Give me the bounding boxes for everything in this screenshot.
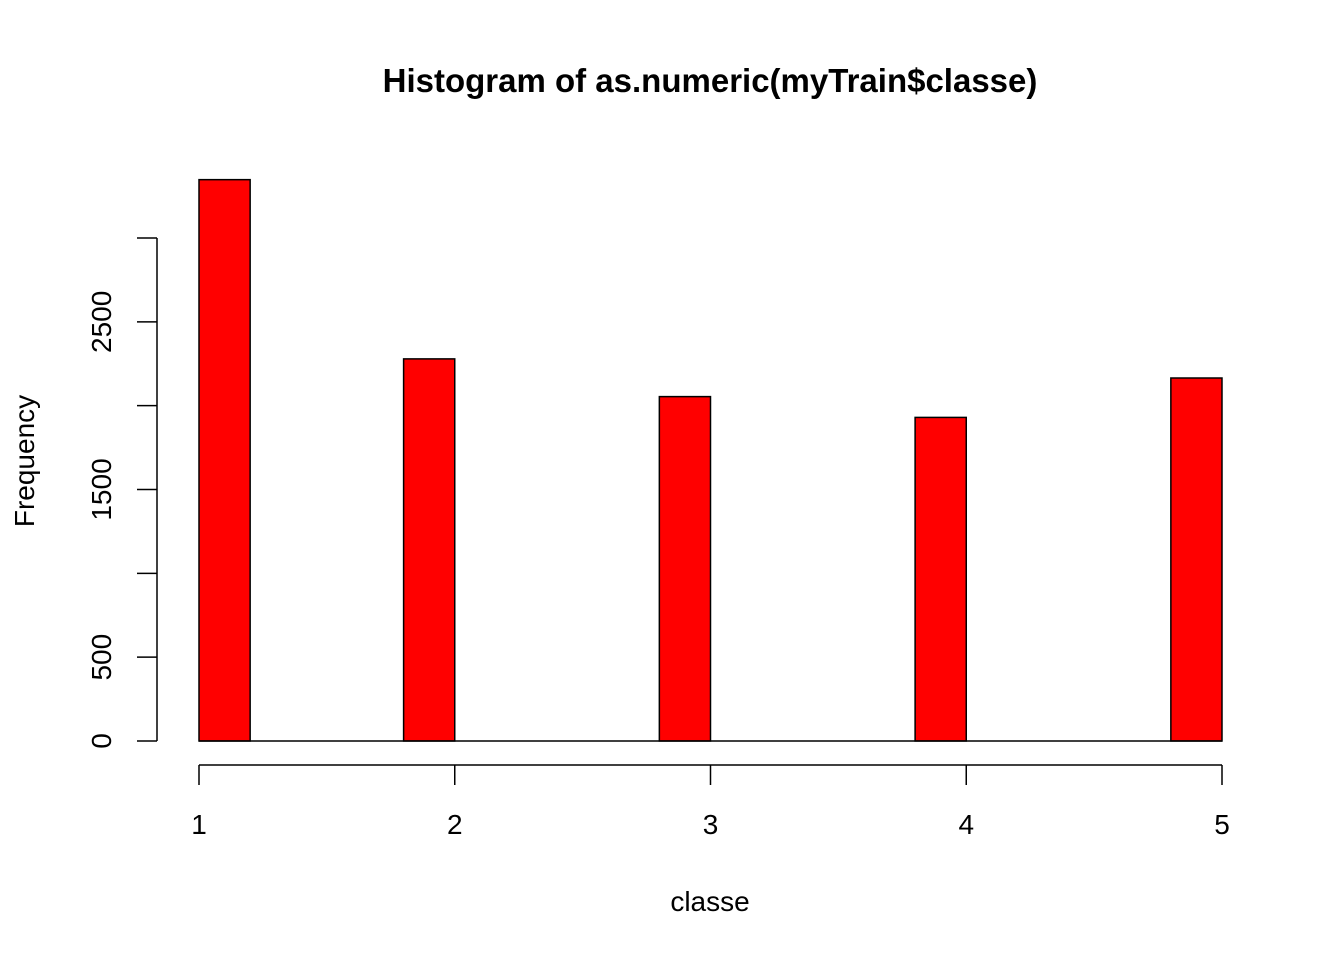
- x-axis: 1 2 3 4 5: [191, 764, 1230, 840]
- y-axis: 0 500 1500 2500: [86, 237, 158, 749]
- histogram-bar-1: [198, 178, 251, 742]
- x-tick-label-1: 1: [191, 809, 207, 840]
- x-axis-label: classe: [670, 886, 749, 917]
- y-tick-label-500: 500: [86, 634, 117, 681]
- histogram-bar-4: [914, 416, 967, 742]
- y-tick-label-0: 0: [86, 733, 117, 749]
- x-tick-label-5: 5: [1214, 809, 1230, 840]
- histogram-bar-2: [402, 358, 456, 742]
- histogram-bar-3: [658, 395, 712, 742]
- y-axis-label: Frequency: [9, 395, 40, 527]
- x-tick-label-2: 2: [447, 809, 463, 840]
- y-tick-label-2500: 2500: [86, 291, 117, 353]
- y-tick-label-1500: 1500: [86, 458, 117, 520]
- bars-layer: [198, 178, 1223, 742]
- chart-title: Histogram of as.numeric(myTrain$classe): [383, 62, 1038, 99]
- histogram-bar-5: [1170, 377, 1223, 742]
- x-tick-label-3: 3: [703, 809, 719, 840]
- x-tick-label-4: 4: [958, 809, 974, 840]
